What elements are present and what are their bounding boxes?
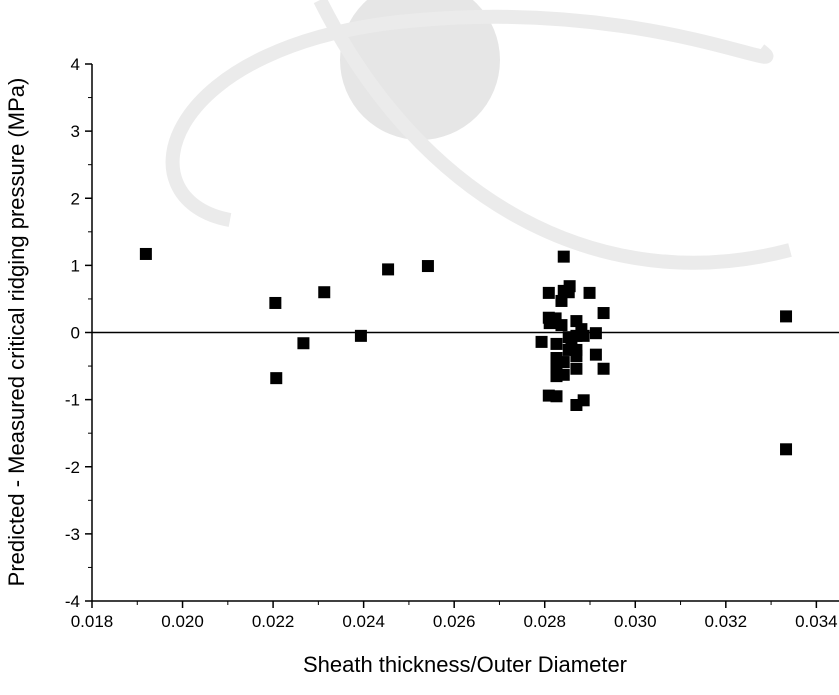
point bbox=[555, 319, 568, 332]
point bbox=[139, 247, 152, 260]
point bbox=[597, 307, 610, 320]
x-tick-label: 0.034 bbox=[795, 612, 838, 631]
point bbox=[270, 372, 283, 385]
point bbox=[421, 260, 434, 273]
y-axis-label: Predicted - Measured critical ridging pr… bbox=[4, 78, 29, 587]
point bbox=[557, 368, 570, 381]
y-tick-label: 1 bbox=[71, 256, 80, 275]
x-tick-label: 0.030 bbox=[614, 612, 657, 631]
point bbox=[780, 310, 793, 323]
point bbox=[583, 286, 596, 299]
point bbox=[318, 286, 331, 299]
point bbox=[557, 356, 570, 369]
point bbox=[597, 362, 610, 375]
point bbox=[570, 349, 583, 362]
point bbox=[575, 323, 588, 336]
point bbox=[550, 390, 563, 403]
point bbox=[589, 327, 602, 340]
point bbox=[542, 286, 555, 299]
point bbox=[382, 263, 395, 276]
point bbox=[354, 329, 367, 342]
point bbox=[297, 337, 310, 350]
y-tick-label: 2 bbox=[71, 189, 80, 208]
y-tick-label: -4 bbox=[65, 592, 80, 611]
point bbox=[589, 348, 602, 361]
y-tick-label: 3 bbox=[71, 122, 80, 141]
x-tick-label: 0.020 bbox=[161, 612, 204, 631]
x-tick-label: 0.024 bbox=[342, 612, 385, 631]
point bbox=[577, 394, 590, 407]
point bbox=[550, 337, 563, 350]
x-axis-label: Sheath thickness/Outer Diameter bbox=[303, 652, 627, 677]
x-tick-label: 0.018 bbox=[71, 612, 114, 631]
y-tick-label: -3 bbox=[65, 525, 80, 544]
x-tick-label: 0.028 bbox=[523, 612, 566, 631]
y-tick-label: 4 bbox=[71, 55, 80, 74]
point bbox=[570, 362, 583, 375]
y-tick-label: -1 bbox=[65, 391, 80, 410]
point bbox=[562, 286, 575, 299]
point bbox=[557, 250, 570, 263]
point bbox=[269, 296, 282, 309]
watermark bbox=[165, 0, 792, 270]
point bbox=[535, 335, 548, 348]
x-tick-label: 0.032 bbox=[705, 612, 748, 631]
y-tick-label: -2 bbox=[65, 458, 80, 477]
point bbox=[780, 443, 793, 456]
x-tick-label: 0.026 bbox=[433, 612, 476, 631]
y-tick-label: 0 bbox=[71, 324, 80, 343]
x-tick-label: 0.022 bbox=[252, 612, 295, 631]
